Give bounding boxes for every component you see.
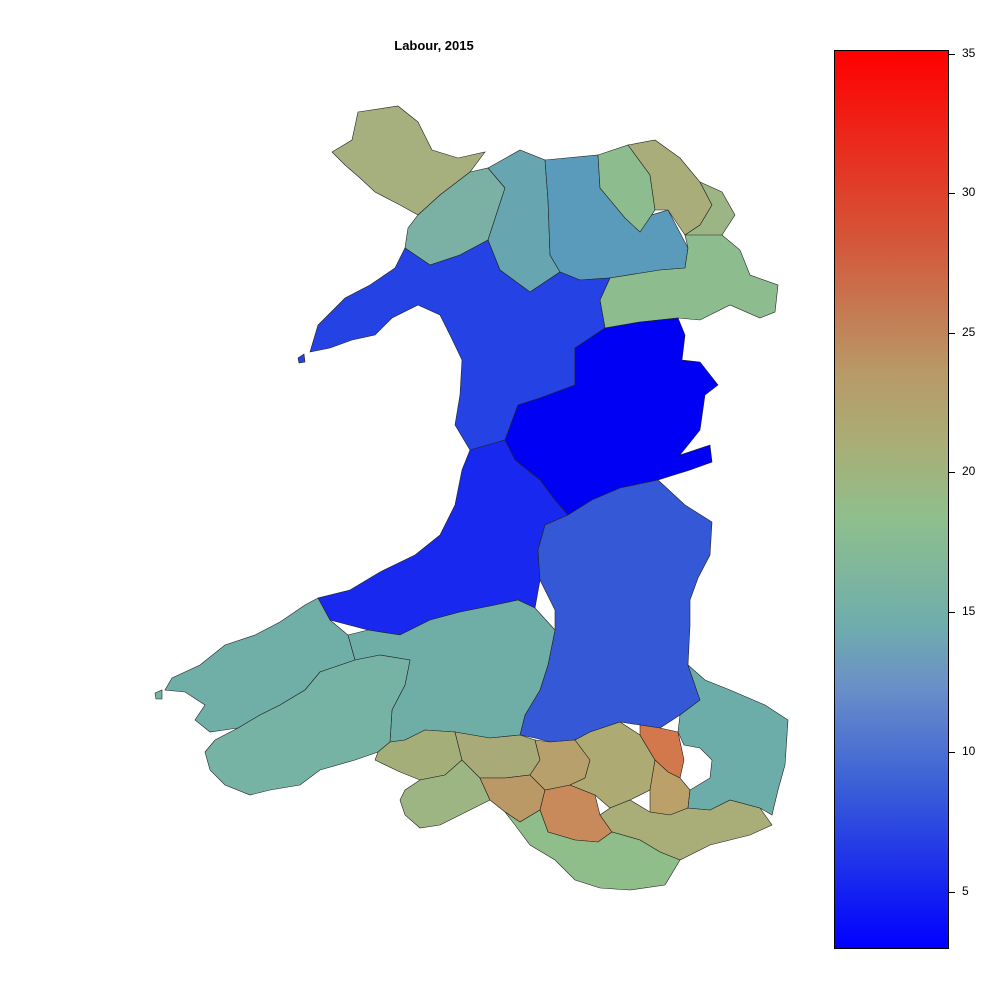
color-scale-bar	[834, 50, 949, 949]
legend-tick-mark	[949, 333, 955, 334]
legend-tick-mark	[949, 892, 955, 893]
region-montgomeryshire[interactable]	[504, 317, 719, 516]
island-bardsey	[297, 353, 306, 364]
map-title: Labour, 2015	[394, 38, 474, 53]
legend-tick-mark	[949, 752, 955, 753]
legend-tick-label: 10	[962, 744, 976, 758]
legend-tick-label: 5	[962, 884, 969, 898]
legend-tick-label: 15	[962, 604, 976, 618]
legend-tick-label: 35	[962, 46, 976, 60]
legend-tick-mark	[949, 54, 955, 55]
legend-tick-label: 25	[962, 325, 976, 339]
wales-map	[154, 105, 789, 891]
region-carmarthen-west[interactable]	[204, 654, 411, 796]
legend-tick-label: 30	[962, 185, 976, 199]
legend-tick-mark	[949, 612, 955, 613]
legend-tick-mark	[949, 193, 955, 194]
legend-tick-label: 20	[962, 464, 976, 478]
region-wrexham[interactable]	[599, 234, 779, 329]
region-monmouth[interactable]	[677, 664, 789, 816]
legend-tick-mark	[949, 472, 955, 473]
region-vale-of-glamorgan[interactable]	[504, 809, 681, 891]
island-skomer	[154, 689, 163, 700]
